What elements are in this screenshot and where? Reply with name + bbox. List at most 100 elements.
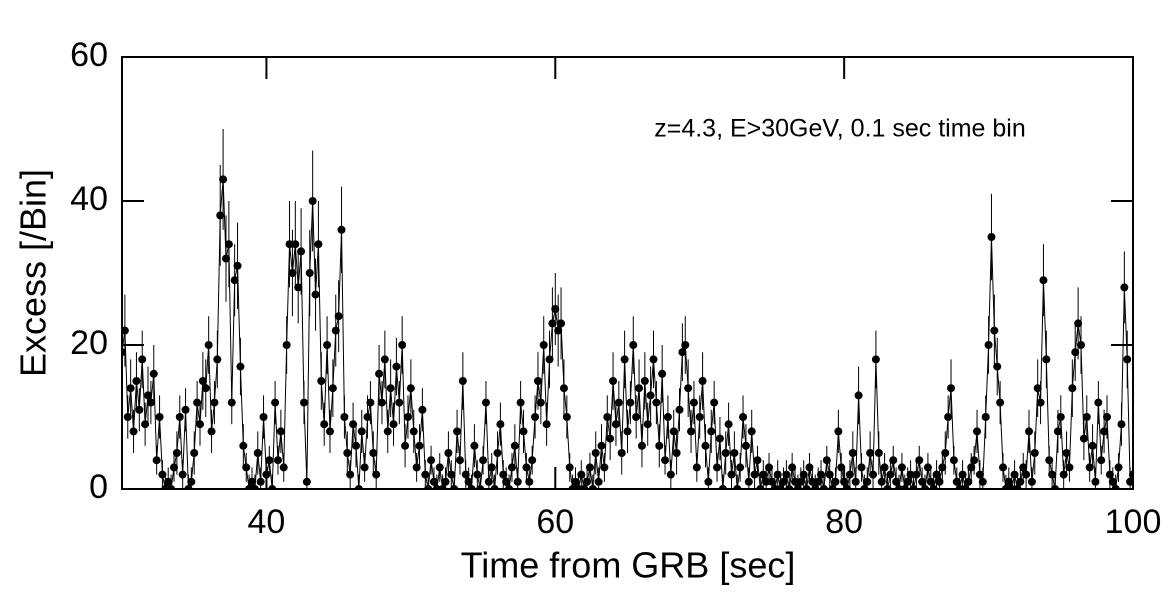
data-point xyxy=(239,441,248,450)
data-point xyxy=(507,463,516,472)
data-point xyxy=(990,326,999,335)
data-point xyxy=(973,427,982,436)
data-point xyxy=(187,477,196,486)
data-point xyxy=(389,420,398,429)
data-point xyxy=(1039,276,1048,285)
data-point xyxy=(487,463,496,472)
data-point xyxy=(421,470,430,479)
data-point xyxy=(585,463,594,472)
data-point xyxy=(175,413,184,421)
data-point xyxy=(788,463,797,472)
data-point xyxy=(1030,449,1039,457)
data-point xyxy=(632,413,641,421)
data-point xyxy=(678,348,687,357)
data-point xyxy=(1123,355,1132,364)
data-point xyxy=(918,477,927,486)
data-point xyxy=(392,362,401,371)
data-point xyxy=(1126,477,1133,486)
data-point xyxy=(311,290,320,299)
data-point xyxy=(715,434,724,443)
data-point xyxy=(453,427,462,436)
data-point xyxy=(253,449,262,457)
data-point xyxy=(265,456,274,465)
data-point xyxy=(493,449,502,457)
data-point xyxy=(923,463,932,472)
plot-frame xyxy=(121,56,1134,490)
data-point xyxy=(626,398,635,407)
data-point xyxy=(765,463,774,472)
data-point xyxy=(331,326,340,335)
data-point xyxy=(1033,384,1042,393)
data-point xyxy=(363,413,372,421)
data-point xyxy=(1103,413,1112,421)
data-point xyxy=(707,427,716,436)
data-point xyxy=(302,477,311,486)
x-tick-label: 60 xyxy=(536,503,574,541)
data-point xyxy=(349,420,358,429)
x-tick-label: 100 xyxy=(1105,503,1161,541)
data-point xyxy=(1053,427,1062,436)
data-point xyxy=(190,449,199,457)
data-point xyxy=(458,377,467,385)
data-point xyxy=(236,362,245,371)
data-point xyxy=(1059,470,1068,479)
data-point xyxy=(1022,470,1031,479)
data-point xyxy=(967,463,976,472)
data-point xyxy=(866,449,875,457)
data-point xyxy=(169,463,178,472)
data-point xyxy=(337,225,346,234)
data-point xyxy=(149,369,158,378)
data-point xyxy=(427,456,436,465)
data-point xyxy=(871,355,880,364)
data-point xyxy=(577,470,586,479)
data-point xyxy=(1010,470,1019,479)
data-point xyxy=(600,463,609,472)
data-point xyxy=(877,477,886,486)
data-point xyxy=(383,427,392,436)
data-point xyxy=(279,463,288,472)
data-point xyxy=(510,441,519,450)
data-point xyxy=(825,470,834,479)
data-point xyxy=(219,175,228,184)
data-point xyxy=(1100,427,1109,436)
data-point xyxy=(701,441,710,450)
data-point xyxy=(357,427,366,436)
data-point xyxy=(172,449,181,457)
data-point xyxy=(750,470,759,479)
data-point xyxy=(791,477,800,486)
data-point xyxy=(328,384,337,393)
data-point xyxy=(325,427,334,436)
data-point xyxy=(294,283,303,292)
data-point xyxy=(987,233,996,241)
data-point xyxy=(635,384,644,393)
data-point xyxy=(687,427,696,436)
data-point xyxy=(346,470,355,479)
data-point xyxy=(372,470,381,479)
data-point xyxy=(143,391,152,400)
data-point xyxy=(874,449,883,457)
data-point xyxy=(999,463,1008,472)
annotation: z=4.3, E>30GeV, 0.1 sec time bin xyxy=(654,115,1026,143)
data-point xyxy=(1105,470,1114,479)
data-point xyxy=(334,312,343,321)
data-point xyxy=(499,470,508,479)
data-point xyxy=(640,377,649,385)
data-point xyxy=(282,341,291,349)
y-tick-label: 20 xyxy=(70,324,108,362)
data-point xyxy=(675,405,684,414)
data-point xyxy=(158,470,167,479)
data-point xyxy=(528,456,537,465)
data-point xyxy=(224,240,233,249)
data-point xyxy=(1074,319,1083,328)
data-point xyxy=(1056,413,1065,421)
data-point xyxy=(724,420,733,429)
data-point xyxy=(652,398,661,407)
data-point xyxy=(684,384,693,393)
data-point xyxy=(952,477,961,486)
data-point xyxy=(698,377,707,385)
data-point xyxy=(692,463,701,472)
data-point xyxy=(141,420,150,429)
data-point xyxy=(418,405,427,414)
data-point xyxy=(944,413,953,421)
data-point xyxy=(198,377,207,385)
